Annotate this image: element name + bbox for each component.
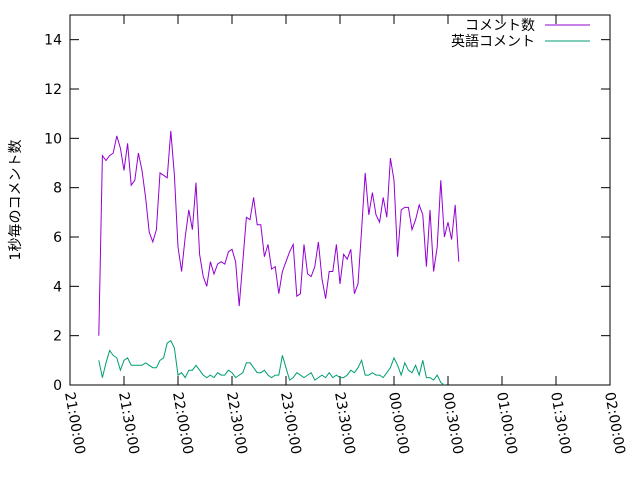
x-tick-label: 02:00:00 bbox=[601, 391, 628, 456]
y-tick-label: 6 bbox=[53, 230, 62, 246]
x-tick-label: 00:00:00 bbox=[385, 391, 412, 456]
x-tick-label: 23:30:00 bbox=[331, 391, 358, 456]
x-tick-label: 01:00:00 bbox=[493, 391, 520, 456]
x-tick-label: 01:30:00 bbox=[547, 391, 574, 456]
y-axis-label: 1秒毎のコメント数 bbox=[8, 140, 24, 261]
y-axis: 0 2 4 6 8 10 12 14 bbox=[44, 33, 610, 394]
y-tick-label: 2 bbox=[53, 329, 62, 345]
plot-frame bbox=[69, 14, 611, 386]
legend-label: コメント数 bbox=[465, 18, 535, 34]
x-tick-label: 21:30:00 bbox=[115, 391, 142, 456]
x-tick-label: 22:30:00 bbox=[223, 391, 250, 456]
x-tick-label: 22:00:00 bbox=[169, 391, 196, 456]
series-line-1 bbox=[98, 130, 460, 336]
x-tick-label: 00:30:00 bbox=[439, 391, 466, 456]
y-tick-label: 8 bbox=[53, 181, 62, 197]
x-tick-label: 21:00:00 bbox=[61, 391, 88, 456]
y-tick-label: 0 bbox=[53, 378, 62, 394]
series-layer bbox=[98, 130, 460, 386]
y-tick-label: 12 bbox=[44, 82, 62, 98]
y-tick-label: 10 bbox=[44, 131, 62, 147]
series-line-2 bbox=[98, 339, 445, 386]
x-axis: 21:00:00 21:30:00 22:00:00 22:30:00 23:00:00… bbox=[61, 15, 628, 456]
x-tick-label: 23:00:00 bbox=[277, 391, 304, 456]
y-tick-label: 14 bbox=[44, 33, 62, 49]
legend-label: 英語コメント bbox=[451, 33, 535, 50]
y-tick-label: 4 bbox=[53, 279, 62, 295]
